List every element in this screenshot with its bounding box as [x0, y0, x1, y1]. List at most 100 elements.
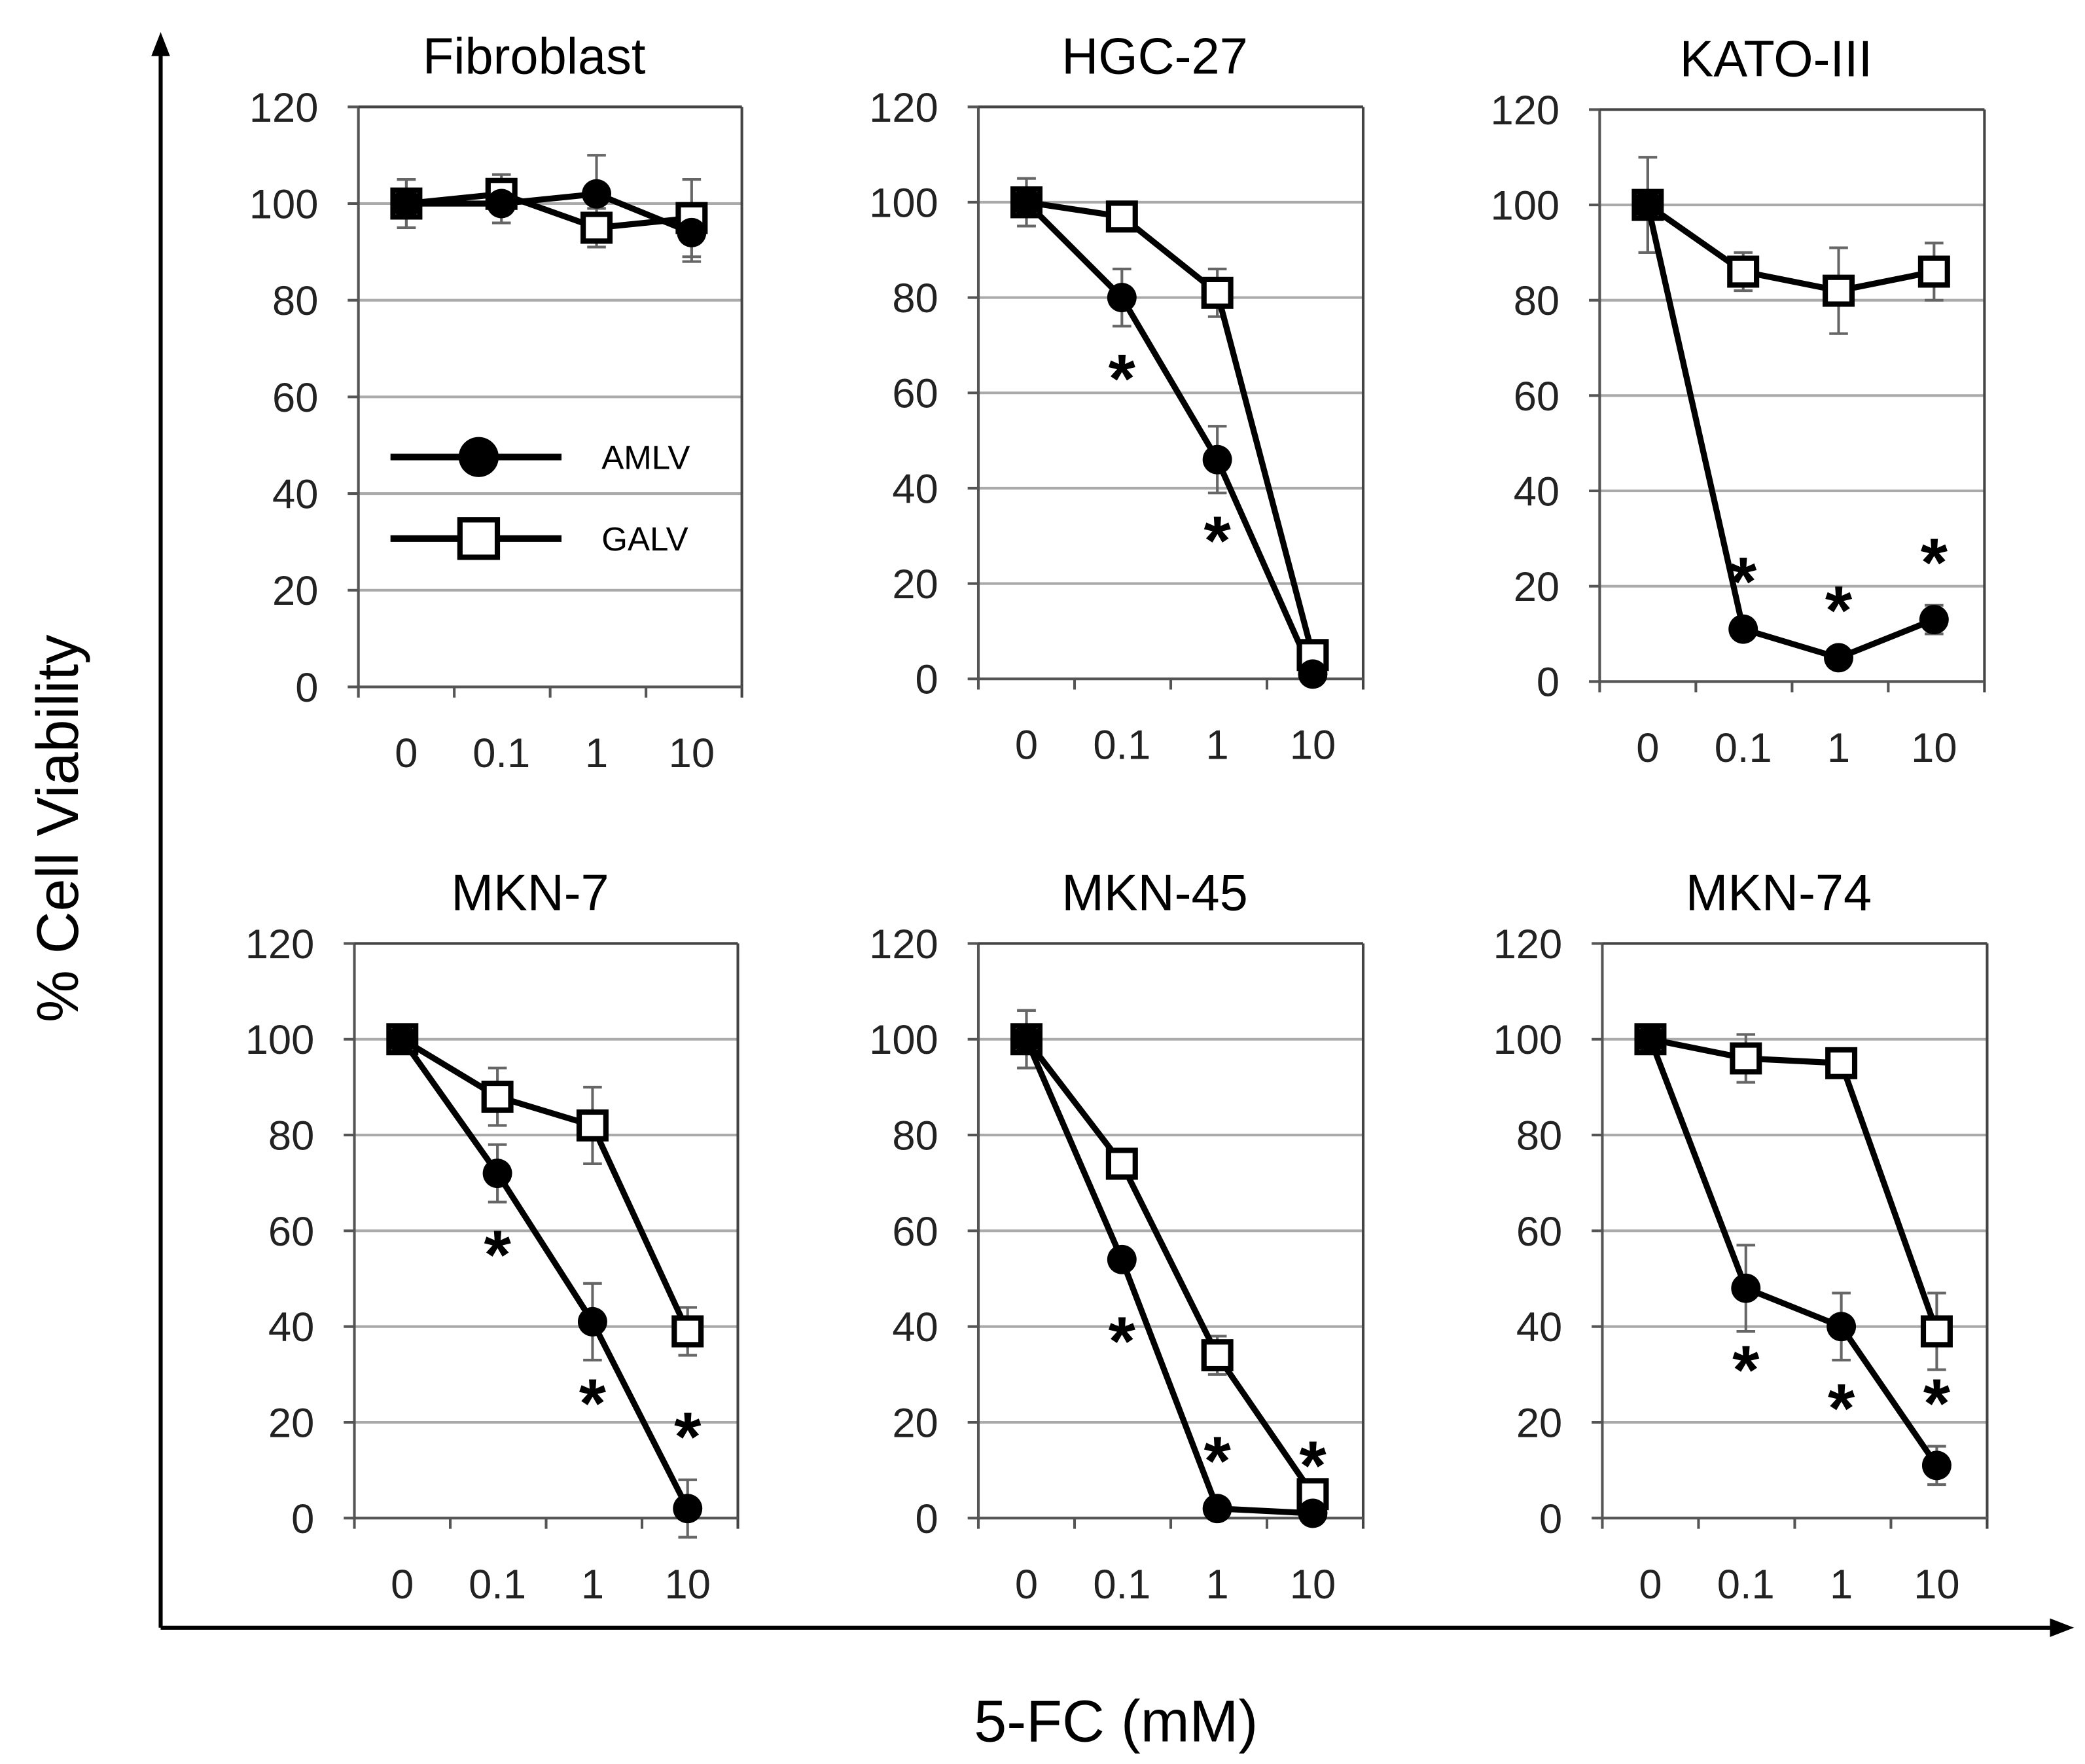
markers-galv [1631, 189, 1950, 307]
data-point-amlv [673, 1494, 703, 1524]
x-tick-label: 0.1 [1093, 1562, 1150, 1608]
data-point-galv [1823, 274, 1855, 307]
data-point-amlv [387, 1024, 418, 1054]
x-tick-label: 1 [585, 730, 608, 776]
data-point-galv [1825, 1047, 1858, 1079]
y-tick-label: 100 [1493, 1017, 1563, 1063]
data-point-amlv [1827, 1312, 1857, 1342]
y-tick-label: 20 [892, 562, 938, 607]
markers-amlv [387, 1024, 703, 1524]
series-line [406, 190, 693, 236]
series-line [1024, 1037, 1313, 1517]
data-point-amlv [582, 179, 612, 209]
x-tick-label: 0 [395, 730, 418, 776]
x-tick-label: 10 [1290, 723, 1336, 768]
data-point-amlv [677, 217, 707, 247]
data-point-amlv [1202, 444, 1232, 475]
x-tick-label: 0 [1015, 1562, 1038, 1608]
y-tick-label: 80 [892, 1113, 938, 1159]
series-line [1025, 199, 1316, 656]
significance-asterisk: * [1299, 1428, 1327, 1505]
y-tick-label: 40 [892, 1305, 938, 1350]
y-tick-label: 20 [1514, 564, 1559, 610]
y-tick-label: 60 [892, 1209, 938, 1255]
markers-amlv [1012, 187, 1328, 689]
x-tick-label: 0.1 [1093, 723, 1150, 768]
y-tick-label: 60 [272, 375, 318, 421]
y-tick-label: 0 [1537, 660, 1559, 706]
significance-asterisk: * [1828, 1370, 1855, 1447]
series-line [1024, 1037, 1315, 1496]
data-point-amlv [1012, 1024, 1041, 1054]
x-tick-label: 10 [1290, 1562, 1336, 1608]
data-point-galv [1727, 255, 1760, 288]
data-point-galv [671, 1315, 704, 1348]
y-tick-label: 100 [249, 181, 319, 227]
significance-asterisk: * [674, 1399, 702, 1476]
panel-title: MKN-45 [1061, 865, 1248, 921]
x-tick-label: 1 [1830, 1562, 1853, 1608]
data-point-amlv [1633, 190, 1663, 220]
data-point-amlv [482, 1159, 512, 1189]
legend-marker-amlv [458, 437, 499, 477]
panel-title: Fibroblast [423, 28, 646, 84]
y-tick-label: 60 [1514, 374, 1559, 420]
data-point-amlv [1298, 1498, 1328, 1528]
y-tick-label: 20 [892, 1400, 938, 1446]
data-point-amlv [391, 189, 421, 219]
x-tick-label: 10 [1914, 1562, 1959, 1608]
significance-asterisk: * [1730, 543, 1757, 621]
data-point-amlv [486, 189, 516, 219]
y-tick-label: 60 [268, 1209, 314, 1255]
significance-asterisk: * [1203, 503, 1231, 580]
significance-asterisk: * [484, 1217, 511, 1294]
y-tick-label: 40 [272, 472, 318, 518]
y-tick-label: 0 [916, 657, 938, 703]
series-amlv [393, 1028, 698, 1539]
series-line [1647, 1038, 1940, 1467]
x-tick-label: 1 [1206, 1562, 1229, 1608]
markers-galv [1010, 1023, 1329, 1511]
significance-asterisk: * [1203, 1422, 1231, 1500]
x-tick-label: 10 [665, 1562, 711, 1608]
panel-title: MKN-7 [451, 865, 609, 921]
y-tick-label: 100 [1491, 183, 1560, 229]
x-tick-label: 0 [391, 1562, 414, 1608]
data-point-amlv [1728, 614, 1758, 644]
data-point-galv [1201, 1339, 1234, 1372]
data-point-galv [1201, 276, 1234, 309]
significance-asterisk: * [1825, 572, 1853, 649]
x-tick-label: 0 [1639, 1562, 1662, 1608]
series-line [401, 1036, 690, 1333]
panel-mkn-45: 0 20 40 60 80 100 120 0 0.1 1 10 MKN-45 * * * [869, 865, 1365, 1608]
data-point-galv [1105, 200, 1138, 233]
series-line [400, 1037, 690, 1510]
x-tick-label: 10 [1911, 725, 1957, 771]
x-tick-label: 0.1 [472, 730, 530, 776]
panel-title: MKN-74 [1686, 865, 1872, 921]
y-tick-label: 40 [1516, 1305, 1562, 1350]
x-tick-label: 0 [1636, 725, 1659, 771]
panel-mkn-7: 0 20 40 60 80 100 120 0 0.1 1 10 MKN-7 * * * [245, 865, 740, 1608]
y-tick-label: 120 [869, 85, 938, 131]
markers-galv [1634, 1023, 1953, 1348]
panel-hgc-27: 0 20 40 60 80 100 120 0 0.1 1 10 HGC-27 * * [869, 28, 1365, 768]
y-tick-label: 20 [272, 568, 318, 614]
data-point-amlv [1824, 643, 1853, 673]
panel-fibroblast: 0 20 40 60 80 100 120 0 0.1 1 10 Fibroblast AMLV GALV [249, 28, 743, 776]
data-point-galv [580, 211, 613, 244]
significance-asterisk: * [1109, 340, 1136, 418]
y-axis-label: % Cell Viability [26, 635, 91, 1023]
markers-amlv [1012, 1024, 1328, 1528]
x-tick-label: 0.1 [1715, 725, 1772, 771]
data-point-amlv [1107, 1244, 1137, 1274]
legend-label: AMLV [601, 439, 690, 477]
series-line [1645, 204, 1936, 661]
x-tick-label: 1 [581, 1562, 604, 1608]
x-axis-arrowhead [2050, 1618, 2075, 1638]
data-point-galv [1105, 1147, 1138, 1180]
significance-asterisk: * [579, 1365, 607, 1443]
significance-asterisk: * [1109, 1303, 1136, 1380]
panel-title: KATO-III [1680, 31, 1873, 87]
